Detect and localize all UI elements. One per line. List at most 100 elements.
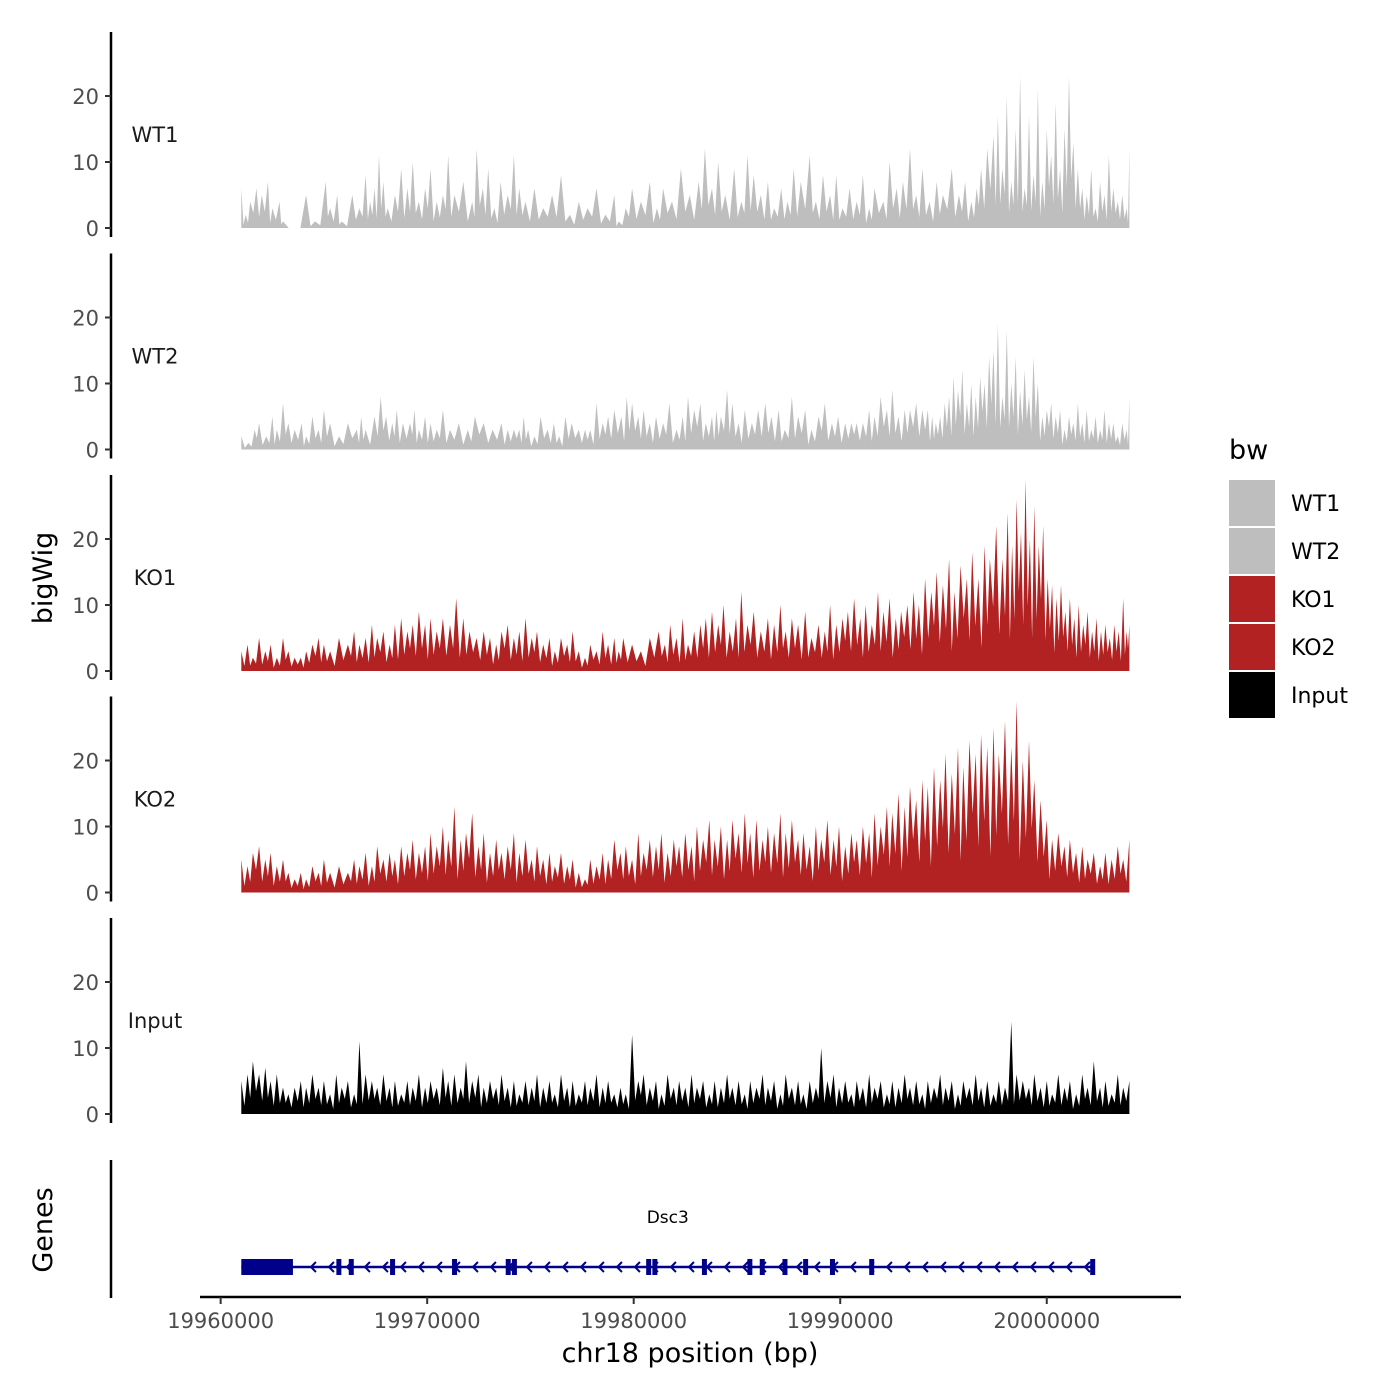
track-label: KO2 (134, 788, 177, 812)
strand-arrow (867, 1261, 875, 1273)
strand-arrow (669, 1261, 677, 1273)
strand-arrow (723, 1261, 731, 1273)
strand-arrow (633, 1261, 641, 1273)
y-axis-title: bigWig (28, 532, 59, 625)
strand-arrow (759, 1261, 767, 1273)
x-tick-label: 19980000 (580, 1309, 687, 1333)
gene-exon (348, 1259, 354, 1275)
gene-exon (701, 1259, 707, 1275)
legend-swatch-input (1229, 672, 1275, 718)
y-tick-label: 0 (86, 217, 99, 241)
strand-arrow (363, 1261, 371, 1273)
strand-arrow (579, 1261, 587, 1273)
gene-name-label: Dsc3 (647, 1208, 689, 1228)
strand-arrow (345, 1261, 353, 1273)
strand-arrow (1083, 1261, 1091, 1273)
x-tick-label: 19990000 (787, 1309, 894, 1333)
gene-exon (747, 1259, 753, 1275)
strand-arrow (957, 1261, 965, 1273)
legend-label-input: Input (1291, 684, 1348, 709)
track-wt1: 0 10 20 WT1 (72, 32, 1130, 241)
y-tick-label: 10 (72, 816, 99, 840)
strand-arrow (795, 1261, 803, 1273)
y-tick-label: 10 (72, 594, 99, 618)
y-tick-label: 20 (72, 750, 99, 774)
strand-arrow (597, 1261, 605, 1273)
coverage-area-wt1 (241, 76, 1130, 228)
strand-arrow (975, 1261, 983, 1273)
track-input: 0 10 20 Input (72, 918, 1130, 1127)
strand-arrow (327, 1261, 335, 1273)
strand-arrow (309, 1261, 317, 1273)
strand-arrow (903, 1261, 911, 1273)
strand-arrow (507, 1261, 515, 1273)
track-label: KO1 (134, 566, 177, 590)
x-axis-title: chr18 position (bp) (562, 1338, 819, 1369)
strand-arrow (1047, 1261, 1055, 1273)
x-tick-label: 20000000 (993, 1309, 1100, 1333)
gene-exon (390, 1259, 396, 1275)
legend-title: bw (1229, 435, 1268, 466)
strand-arrow (1011, 1261, 1019, 1273)
strand-arrow (399, 1261, 407, 1273)
strand-arrow (1065, 1261, 1073, 1273)
track-label: WT1 (132, 123, 179, 147)
genes-axis-title: Genes (28, 1187, 59, 1272)
strand-arrow (1029, 1261, 1037, 1273)
gene-exon (782, 1259, 788, 1275)
strand-arrow (525, 1261, 533, 1273)
strand-arrow (885, 1261, 893, 1273)
coverage-tracks: 0 10 20 WT1 0 10 20 WT2 0 10 20 KO1 0 10 20 KO2 0 10 20 Inp… (72, 32, 1130, 1127)
strand-arrow (615, 1261, 623, 1273)
strand-arrow (831, 1261, 839, 1273)
legend-label-ko2: KO2 (1291, 636, 1336, 661)
y-tick-label: 20 (72, 307, 99, 331)
strand-arrow (417, 1261, 425, 1273)
y-tick-label: 0 (86, 1103, 99, 1127)
strand-arrow (741, 1261, 749, 1273)
y-tick-label: 0 (86, 439, 99, 463)
strand-arrow (849, 1261, 857, 1273)
gene-track: Dsc3 (109, 1160, 1096, 1298)
coverage-area-ko1 (241, 479, 1130, 671)
y-tick-label: 20 (72, 971, 99, 995)
strand-arrow (777, 1261, 785, 1273)
gene-exon (511, 1259, 517, 1275)
y-tick-label: 20 (72, 528, 99, 552)
track-ko1: 0 10 20 KO1 (72, 475, 1130, 684)
track-wt2: 0 10 20 WT2 (72, 253, 1130, 463)
x-tick-label: 19970000 (374, 1309, 481, 1333)
legend-swatch-ko1 (1229, 576, 1275, 622)
y-tick-label: 20 (72, 85, 99, 109)
y-tick-label: 0 (86, 882, 99, 906)
legend-swatch-wt2 (1229, 528, 1275, 574)
strand-arrow (435, 1261, 443, 1273)
y-tick-label: 10 (72, 151, 99, 175)
x-axis: 19960000 19970000 19980000 19990000 20000000 (167, 1295, 1181, 1333)
strand-arrow (939, 1261, 947, 1273)
x-tick-label: 19960000 (167, 1309, 274, 1333)
legend-label-wt2: WT2 (1291, 540, 1340, 565)
gene-exon (1090, 1259, 1096, 1275)
strand-arrow (921, 1261, 929, 1273)
strand-arrow (813, 1261, 821, 1273)
strand-arrow (687, 1261, 695, 1273)
track-label: WT2 (132, 345, 179, 369)
coverage-area-wt2 (241, 324, 1130, 450)
gene-exon (646, 1259, 652, 1275)
track-label: Input (128, 1009, 182, 1033)
strand-arrow (453, 1261, 461, 1273)
legend: WT1 WT2 KO1 KO2 Input (1229, 480, 1348, 718)
strand-arrow (705, 1261, 713, 1273)
gene-exon (869, 1259, 875, 1275)
track-ko2: 0 10 20 KO2 (72, 696, 1130, 906)
coverage-area-input (241, 1021, 1130, 1114)
strand-arrow (651, 1261, 659, 1273)
y-tick-label: 0 (86, 660, 99, 684)
y-tick-label: 10 (72, 1037, 99, 1061)
gene-exon (336, 1259, 342, 1275)
strand-arrow (381, 1261, 389, 1273)
strand-arrow (471, 1261, 479, 1273)
strand-arrow (543, 1261, 551, 1273)
